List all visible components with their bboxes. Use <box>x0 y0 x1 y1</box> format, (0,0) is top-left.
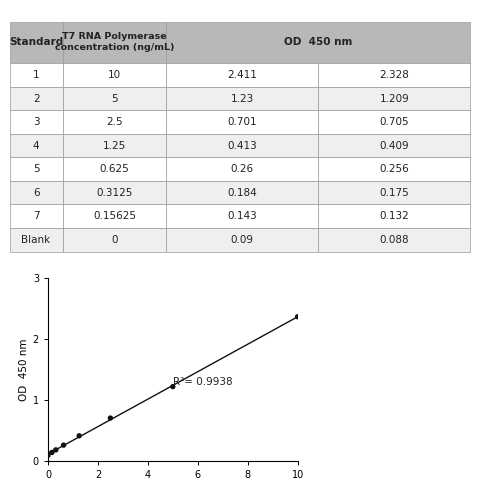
Text: 0.088: 0.088 <box>380 235 409 245</box>
Bar <box>10 110 62 134</box>
Bar <box>318 157 470 181</box>
Bar <box>166 181 318 204</box>
Bar <box>62 110 166 134</box>
Text: 6: 6 <box>33 188 39 198</box>
Text: 0.701: 0.701 <box>228 117 257 127</box>
Text: R²= 0.9938: R²= 0.9938 <box>173 377 232 387</box>
Text: 1.209: 1.209 <box>380 94 409 104</box>
Text: 0.705: 0.705 <box>380 117 409 127</box>
Point <box>52 446 60 454</box>
Text: 0.3125: 0.3125 <box>96 188 132 198</box>
Text: OD  450 nm: OD 450 nm <box>284 37 352 48</box>
Point <box>44 452 52 459</box>
Bar <box>62 228 166 252</box>
Point <box>60 441 67 449</box>
Point <box>107 414 114 422</box>
Bar <box>62 181 166 204</box>
Text: 0.184: 0.184 <box>228 188 257 198</box>
Text: 1.25: 1.25 <box>103 141 126 151</box>
Text: 2.328: 2.328 <box>379 70 409 80</box>
Bar <box>10 134 62 157</box>
Bar <box>166 110 318 134</box>
Bar <box>318 63 470 87</box>
Text: 2.411: 2.411 <box>228 70 257 80</box>
Bar <box>62 87 166 110</box>
Bar <box>62 204 166 228</box>
Text: 0.15625: 0.15625 <box>93 211 136 221</box>
Text: 10: 10 <box>108 70 121 80</box>
Bar <box>318 228 470 252</box>
Text: 1: 1 <box>33 70 39 80</box>
Bar <box>62 63 166 87</box>
Bar <box>318 134 470 157</box>
Text: 2.5: 2.5 <box>106 117 123 127</box>
Bar <box>166 63 318 87</box>
Bar <box>62 134 166 157</box>
Text: 0.132: 0.132 <box>380 211 409 221</box>
Bar <box>10 157 62 181</box>
Bar <box>318 110 470 134</box>
Text: 0.26: 0.26 <box>231 164 254 174</box>
Bar <box>10 228 62 252</box>
Bar <box>318 181 470 204</box>
Bar <box>62 157 166 181</box>
Bar <box>166 87 318 110</box>
Point <box>294 313 301 321</box>
Text: 0.625: 0.625 <box>99 164 129 174</box>
Text: 0.143: 0.143 <box>228 211 257 221</box>
Bar <box>166 22 470 63</box>
Bar <box>166 134 318 157</box>
Bar <box>10 87 62 110</box>
Text: 0.413: 0.413 <box>228 141 257 151</box>
Text: 1.23: 1.23 <box>231 94 254 104</box>
Point <box>48 449 56 456</box>
Bar <box>10 63 62 87</box>
Bar <box>318 87 470 110</box>
Bar <box>318 204 470 228</box>
Text: 0.09: 0.09 <box>231 235 254 245</box>
Text: 5: 5 <box>33 164 39 174</box>
Text: Standard: Standard <box>9 37 63 48</box>
Text: 5: 5 <box>111 94 118 104</box>
Bar <box>166 204 318 228</box>
Point <box>169 383 177 391</box>
Text: 0: 0 <box>111 235 118 245</box>
Bar <box>166 228 318 252</box>
Text: 2: 2 <box>33 94 39 104</box>
Bar <box>10 204 62 228</box>
Text: T7 RNA Polymerase
concentration (ng/mL): T7 RNA Polymerase concentration (ng/mL) <box>55 32 174 52</box>
Text: Blank: Blank <box>22 235 51 245</box>
Text: 0.175: 0.175 <box>380 188 409 198</box>
Bar <box>62 22 166 63</box>
Text: 3: 3 <box>33 117 39 127</box>
Bar <box>10 181 62 204</box>
Point <box>75 432 83 440</box>
Y-axis label: OD  450 nm: OD 450 nm <box>19 338 28 401</box>
Text: 4: 4 <box>33 141 39 151</box>
Text: 0.409: 0.409 <box>380 141 409 151</box>
Bar <box>10 22 62 63</box>
Text: 0.256: 0.256 <box>380 164 409 174</box>
Text: 7: 7 <box>33 211 39 221</box>
Bar <box>166 157 318 181</box>
